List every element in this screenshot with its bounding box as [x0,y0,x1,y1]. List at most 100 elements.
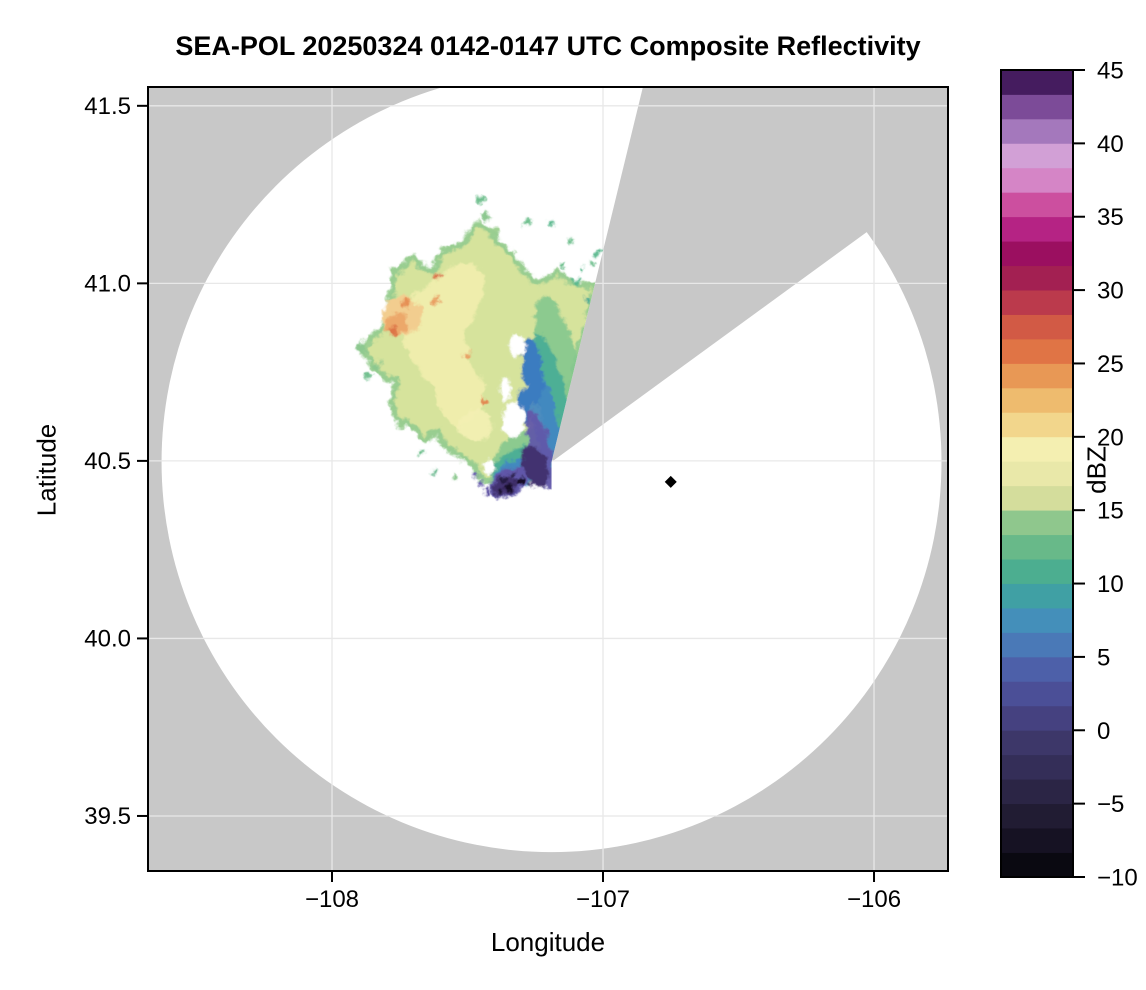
colorbar-band [1001,167,1073,193]
colorbar-band [1001,94,1073,120]
colorbar-band [1001,240,1073,267]
echo-speckle [365,337,374,346]
echo-speckle [401,297,412,308]
colorbar-band [1001,827,1073,853]
colorbar-band [1001,632,1073,658]
colorbar-band [1001,460,1073,487]
echo-speckle [364,372,371,379]
echo-speckle [567,237,574,244]
colorbar-tick-label: 15 [1097,498,1124,525]
colorbar-band [1001,191,1073,218]
echo-layer [521,445,549,487]
precipitation-echo [356,196,601,499]
x-tick-label: −107 [576,886,630,913]
colorbar-band [1001,607,1073,633]
echo-hole [482,459,496,474]
colorbar-tick-label: 0 [1097,718,1110,745]
colorbar-band [1001,754,1073,780]
colorbar-tick-label: −5 [1097,791,1124,818]
echo-speckle [483,488,489,494]
colorbar-band [1001,216,1073,242]
colorbar-tick-label: 10 [1097,571,1124,598]
echo-hole [508,335,527,356]
echo-speckle [497,488,504,495]
echo-speckle [388,327,397,336]
colorbar-tick-label: 25 [1097,351,1124,378]
echo-layer [521,338,544,406]
colorbar-band [1001,411,1073,438]
colorbar-tick-label: 30 [1097,278,1124,305]
echo-speckle [450,473,457,480]
tick-marks [137,104,876,882]
echo-speckle [478,480,485,487]
colorbar-band [1001,509,1073,536]
colorbar-band [1001,680,1073,707]
echo-speckle [431,297,439,305]
page-title: SEA-POL 20250324 0142-0147 UTC Composite… [175,31,921,61]
colorbar-band [1001,778,1073,805]
colorbar-tick-label: −10 [1097,865,1138,892]
y-tick-label: 41.5 [84,93,131,120]
echo-speckle [500,475,508,483]
x-tick-label: −106 [847,886,901,913]
echo-speckle [548,219,555,226]
echo-speckle [356,344,367,355]
gridlines [148,87,948,871]
echo-speckle [477,196,485,204]
colorbar-band [1001,314,1073,340]
y-tick-label: 40.5 [84,448,131,475]
colorbar-band [1001,534,1073,560]
colorbar-tick-label: 20 [1097,424,1124,451]
echo-speckle [472,472,479,479]
y-axis-label: Latitude [31,423,62,517]
echo-hole [500,379,511,401]
tick-labels: −108 −107 −106 41.5 41.0 40.5 40.0 39.5 [84,93,901,913]
echo-speckle [583,298,590,305]
colorbar-axis-label: dBZ [1081,446,1112,494]
colorbar-border [1000,69,1074,878]
echo-layer [403,262,487,429]
colorbar-band [1001,852,1073,878]
colorbar-tick-label: 35 [1097,204,1124,231]
echo-speckle [559,262,566,269]
colorbar-band [1001,705,1073,731]
echo-hole [502,402,525,438]
site-diamond-marker [664,475,677,488]
colorbar-band [1001,558,1073,584]
echo-speckle [490,226,499,235]
colorbar-band [1001,485,1073,511]
y-tick-label: 40.0 [84,625,131,652]
echo-speckle [480,397,487,404]
colorbar-band [1001,142,1073,169]
echo-speckle [418,450,425,457]
y-tick-label: 39.5 [84,803,131,830]
echo-speckle [431,468,438,475]
echo-speckle [523,217,531,225]
y-tick-label: 41.0 [84,270,131,297]
colorbar-band [1001,118,1073,144]
echo-speckle [504,482,515,493]
colorbar-tick-label: 40 [1097,131,1124,158]
colorbar-band [1001,729,1073,756]
colorbar-tick-label: 5 [1097,644,1110,671]
echo-speckle [374,361,383,370]
echo-speckle [572,278,580,286]
colorbar-tick-label: 45 [1097,58,1124,85]
echo-speckle [481,211,491,221]
x-tick-label: −108 [305,886,359,913]
echo-speckle [589,259,595,265]
colorbar-band [1001,338,1073,364]
colorbar-band [1001,656,1073,682]
colorbar-band [1001,265,1073,291]
colorbar-band [1001,363,1073,389]
colorbar-band [1001,583,1073,609]
colorbar: 45 40 35 30 25 20 15 10 5 0 −5 −10 [1000,58,1138,892]
echo-speckle [434,273,441,280]
colorbar-band [1001,69,1073,95]
blanked-sector-wedge [551,87,948,462]
colorbar-band [1001,387,1073,413]
echo-speckle [464,351,471,358]
echo-speckle [594,248,601,255]
